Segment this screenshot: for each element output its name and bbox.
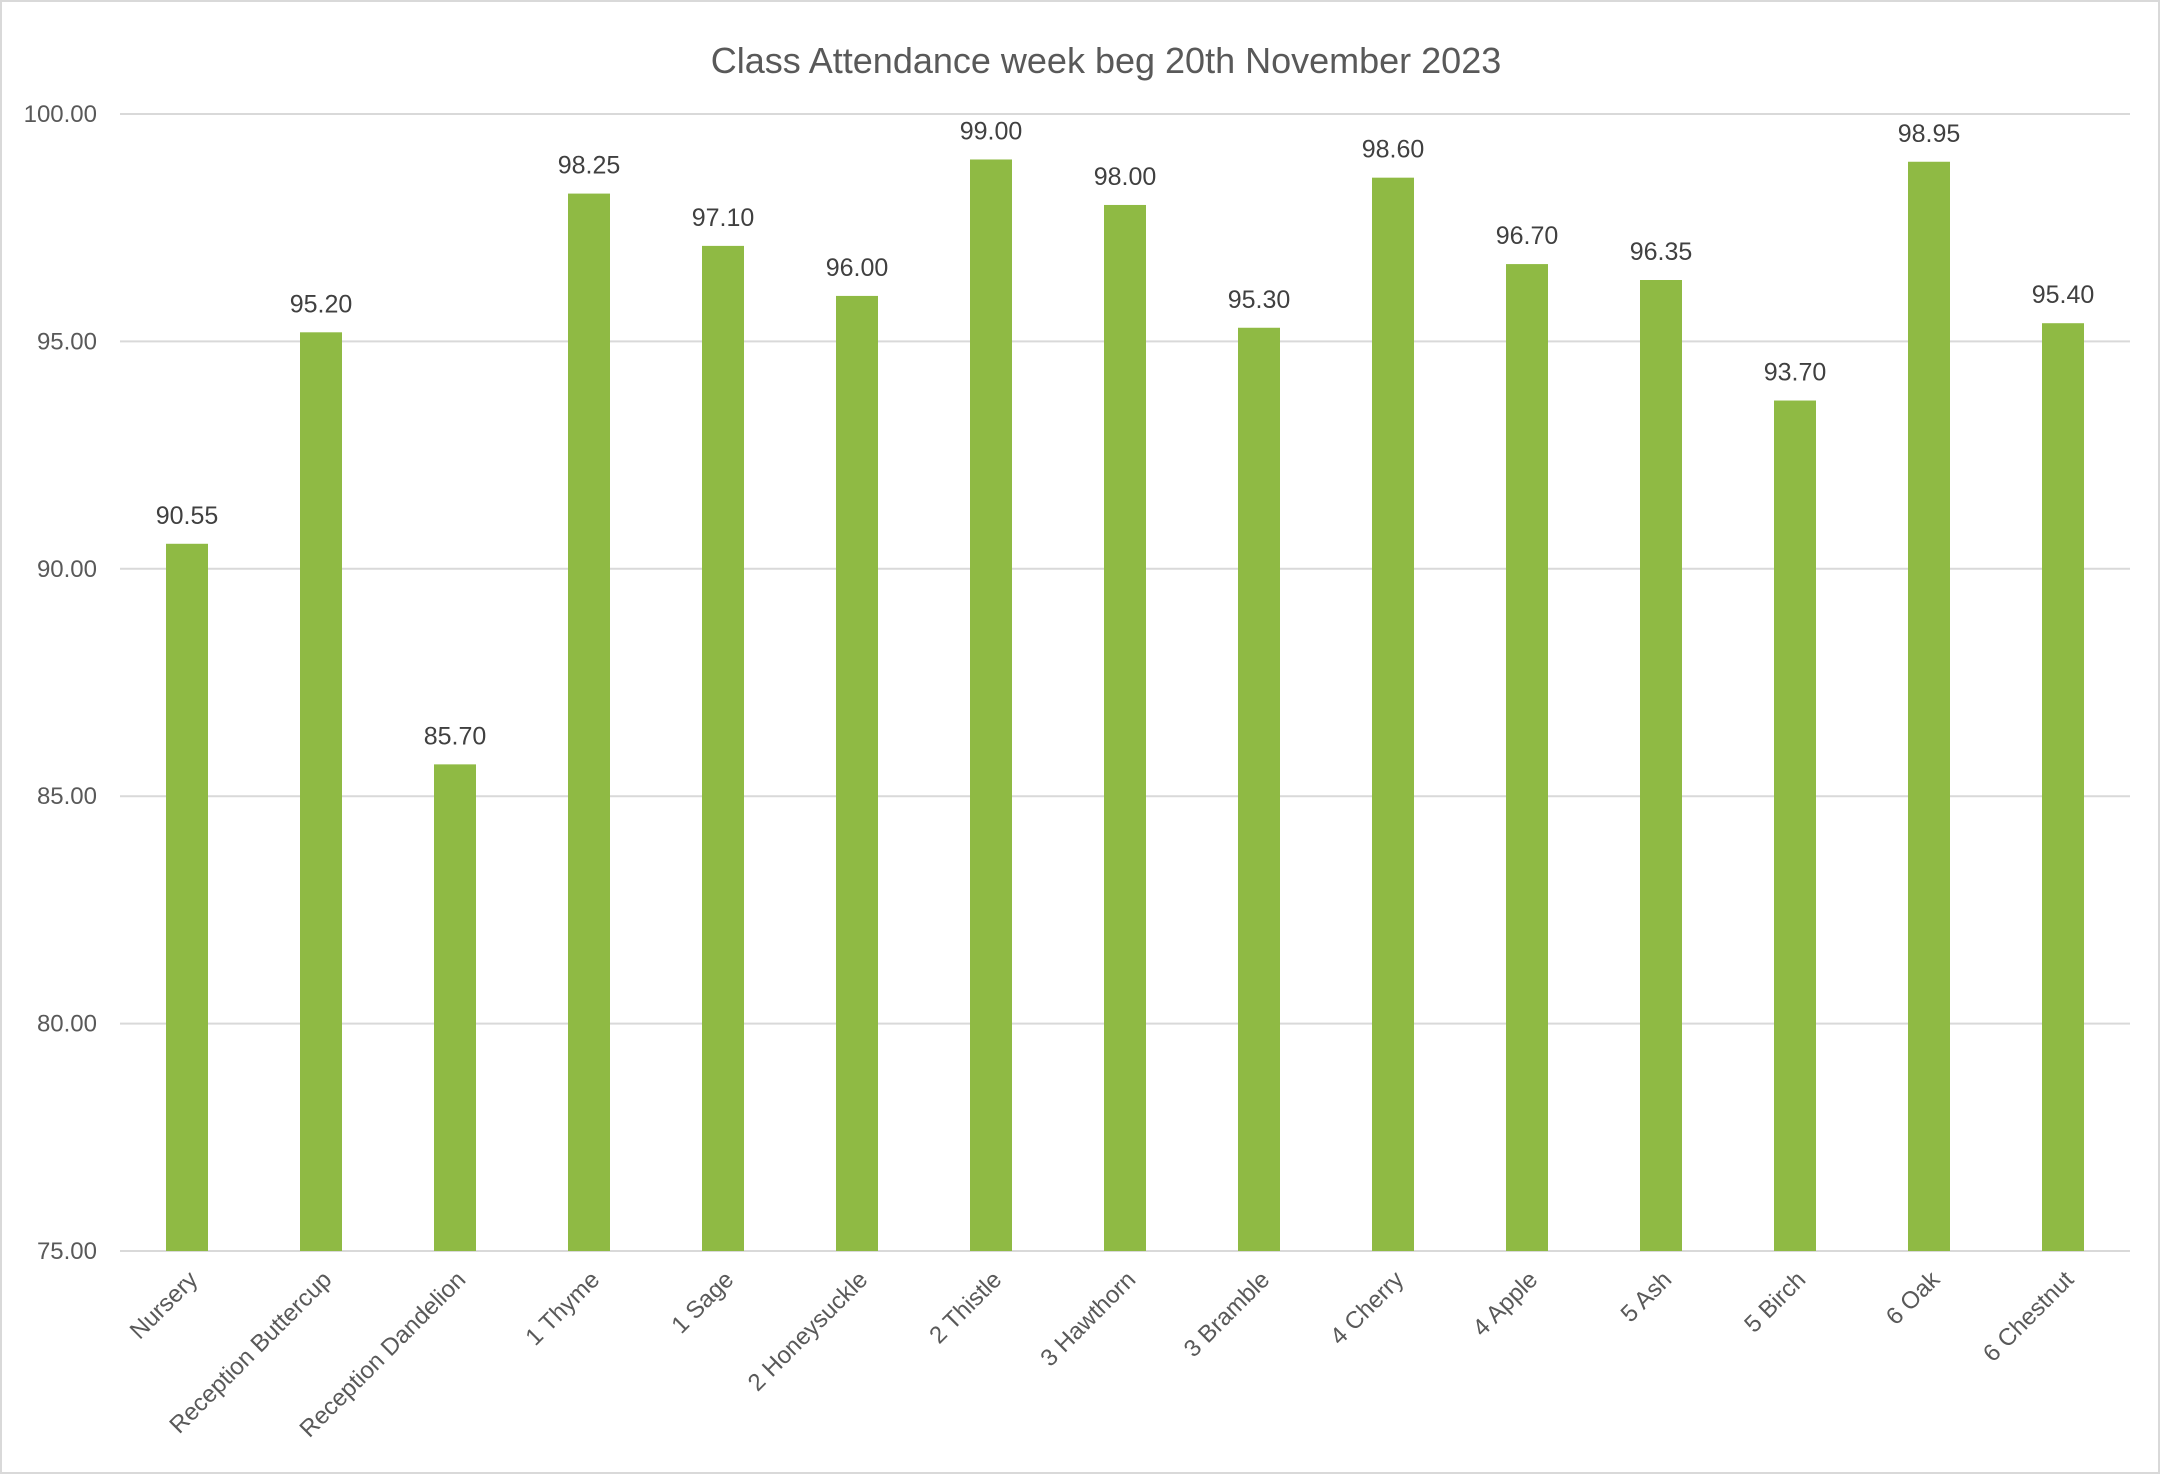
bar bbox=[1372, 177, 1414, 1251]
data-label: 98.95 bbox=[1898, 120, 1961, 148]
bar bbox=[1506, 264, 1548, 1252]
bar bbox=[2042, 323, 2084, 1251]
data-label: 99.00 bbox=[960, 117, 1023, 145]
data-label: 95.30 bbox=[1228, 286, 1291, 314]
bar bbox=[1908, 161, 1950, 1251]
bar bbox=[1774, 400, 1816, 1251]
x-category-label: 3 Bramble bbox=[1179, 1266, 1275, 1362]
x-category-label: Nursery bbox=[125, 1266, 203, 1344]
x-category-label: 4 Cherry bbox=[1325, 1266, 1409, 1350]
x-category-label: 5 Birch bbox=[1739, 1266, 1811, 1338]
bars bbox=[166, 159, 2084, 1252]
y-tick-label: 90.00 bbox=[37, 556, 97, 583]
bar bbox=[300, 332, 342, 1252]
data-label: 93.70 bbox=[1764, 359, 1827, 387]
x-category-label: 4 Apple bbox=[1468, 1266, 1544, 1342]
data-label: 96.70 bbox=[1496, 222, 1559, 250]
x-category-label: 6 Chestnut bbox=[1978, 1266, 2079, 1367]
data-label: 96.00 bbox=[826, 254, 889, 282]
bar bbox=[434, 764, 476, 1251]
data-label: 90.55 bbox=[156, 502, 219, 530]
y-axis-ticks: 75.00 80.00 85.00 90.00 95.00 100.00 bbox=[24, 101, 97, 1265]
y-tick-label: 100.00 bbox=[24, 101, 97, 128]
bar bbox=[1238, 327, 1280, 1252]
bar bbox=[166, 543, 208, 1251]
x-category-label: 2 Thistle bbox=[924, 1266, 1007, 1349]
x-category-label: 2 Honeysuckle bbox=[743, 1266, 873, 1396]
bar bbox=[702, 245, 744, 1252]
chart-title: Class Attendance week beg 20th November … bbox=[711, 40, 1502, 81]
data-label: 97.10 bbox=[692, 204, 755, 232]
bar bbox=[1640, 280, 1682, 1251]
data-label: 98.60 bbox=[1362, 136, 1425, 164]
bar bbox=[970, 159, 1012, 1252]
bar bbox=[1104, 204, 1146, 1252]
data-label: 98.00 bbox=[1094, 163, 1157, 191]
data-labels: 90.55 95.20 85.70 98.25 97.10 96.00 99.00 98.00… bbox=[156, 117, 2095, 750]
y-tick-label: 75.00 bbox=[37, 1238, 97, 1265]
x-category-label: 1 Thyme bbox=[520, 1266, 605, 1351]
data-label: 85.70 bbox=[424, 722, 487, 750]
data-label: 98.25 bbox=[558, 152, 621, 180]
y-tick-label: 95.00 bbox=[37, 328, 97, 355]
x-category-label: 1 Sage bbox=[666, 1266, 739, 1339]
data-label: 95.40 bbox=[2032, 281, 2095, 309]
x-category-label: 6 Oak bbox=[1881, 1265, 1946, 1330]
x-category-label: 3 Hawthorn bbox=[1035, 1266, 1141, 1372]
x-category-label: 5 Ash bbox=[1616, 1266, 1678, 1328]
data-label: 95.20 bbox=[290, 290, 353, 318]
data-label: 96.35 bbox=[1630, 238, 1693, 266]
y-tick-label: 80.00 bbox=[37, 1011, 97, 1038]
bar bbox=[568, 193, 610, 1252]
bar bbox=[836, 295, 878, 1251]
y-tick-label: 85.00 bbox=[37, 783, 97, 810]
